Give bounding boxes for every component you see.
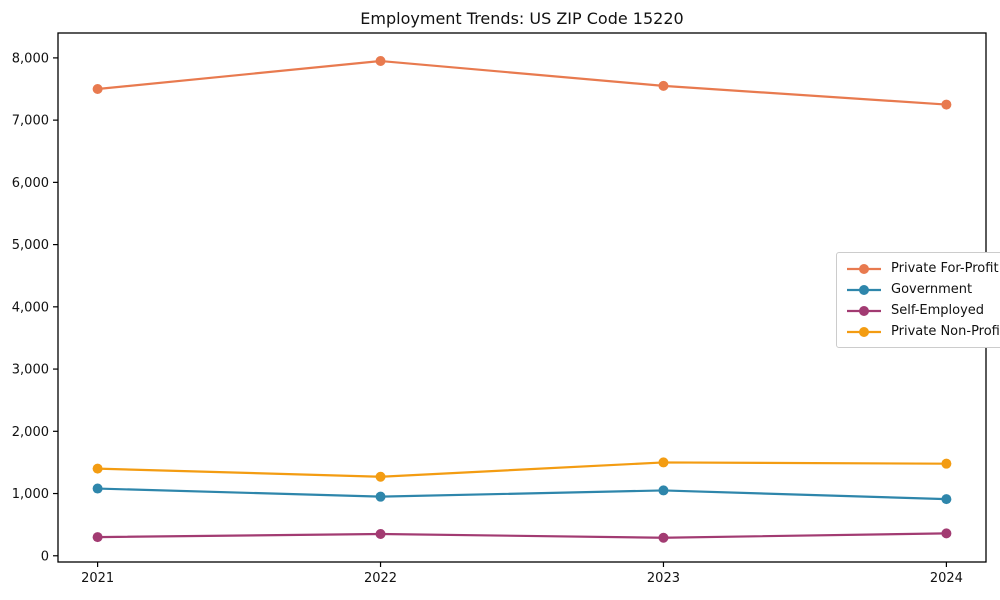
- legend-marker-icon: [847, 263, 881, 274]
- x-tick-label: 2021: [81, 571, 114, 586]
- data-point-government: [941, 494, 952, 505]
- data-point-self-employed: [658, 532, 669, 543]
- data-point-self-employed: [941, 528, 952, 539]
- legend-entry-private-non-profit: Private Non-Profit: [846, 323, 1000, 340]
- series-line-private-non-profit: [97, 461, 947, 478]
- data-point-private-non-profit: [941, 458, 952, 469]
- data-point-government: [658, 485, 669, 496]
- series-line-self-employed: [97, 532, 947, 539]
- legend-entry-government: Government: [846, 281, 1000, 298]
- x-tick-label: 2022: [364, 571, 397, 586]
- y-tick-label: 5,000: [12, 238, 49, 253]
- legend-label: Government: [891, 282, 973, 297]
- y-tick-label: 1,000: [12, 487, 49, 502]
- data-point-self-employed: [92, 532, 103, 543]
- y-tick-label: 2,000: [12, 425, 49, 440]
- data-point-private-for-profit: [375, 56, 386, 67]
- legend-label: Self-Employed: [891, 303, 985, 318]
- y-tick-label: 4,000: [12, 300, 49, 315]
- data-point-private-for-profit: [658, 80, 669, 91]
- legend-label: Private For-Profit: [891, 261, 999, 276]
- data-point-self-employed: [375, 528, 386, 539]
- legend-dot-sample: [859, 263, 869, 274]
- legend-label: Private Non-Profit: [891, 324, 1000, 339]
- legend: Private For-Profit Government Self-Employe…: [836, 252, 1000, 348]
- data-point-private-for-profit: [941, 99, 952, 110]
- y-tick-label: 8,000: [12, 51, 49, 66]
- data-point-private-for-profit: [92, 84, 103, 95]
- chart-title: Employment Trends: US ZIP Code 15220: [360, 9, 684, 28]
- series-line-private-for-profit: [97, 59, 947, 106]
- x-tick-label: 2023: [647, 571, 680, 586]
- legend-dot-sample: [859, 284, 869, 295]
- data-point-government: [375, 491, 386, 502]
- legend-dot-sample: [859, 326, 869, 337]
- series-line-government: [97, 487, 947, 501]
- data-point-private-non-profit: [375, 471, 386, 482]
- x-tick-label: 2024: [930, 571, 963, 586]
- legend-entry-private-for-profit: Private For-Profit: [846, 260, 1000, 277]
- legend-entry-self-employed: Self-Employed: [846, 302, 1000, 319]
- y-tick-label: 6,000: [12, 176, 49, 191]
- data-point-private-non-profit: [92, 463, 103, 474]
- data-point-private-non-profit: [658, 457, 669, 468]
- legend-marker-icon: [847, 305, 881, 316]
- y-tick-label: 3,000: [12, 363, 49, 378]
- data-point-government: [92, 483, 103, 494]
- legend-marker-icon: [847, 326, 881, 337]
- legend-dot-sample: [859, 305, 869, 316]
- y-tick-label: 0: [41, 549, 49, 564]
- legend-marker-icon: [847, 284, 881, 295]
- y-tick-label: 7,000: [12, 114, 49, 129]
